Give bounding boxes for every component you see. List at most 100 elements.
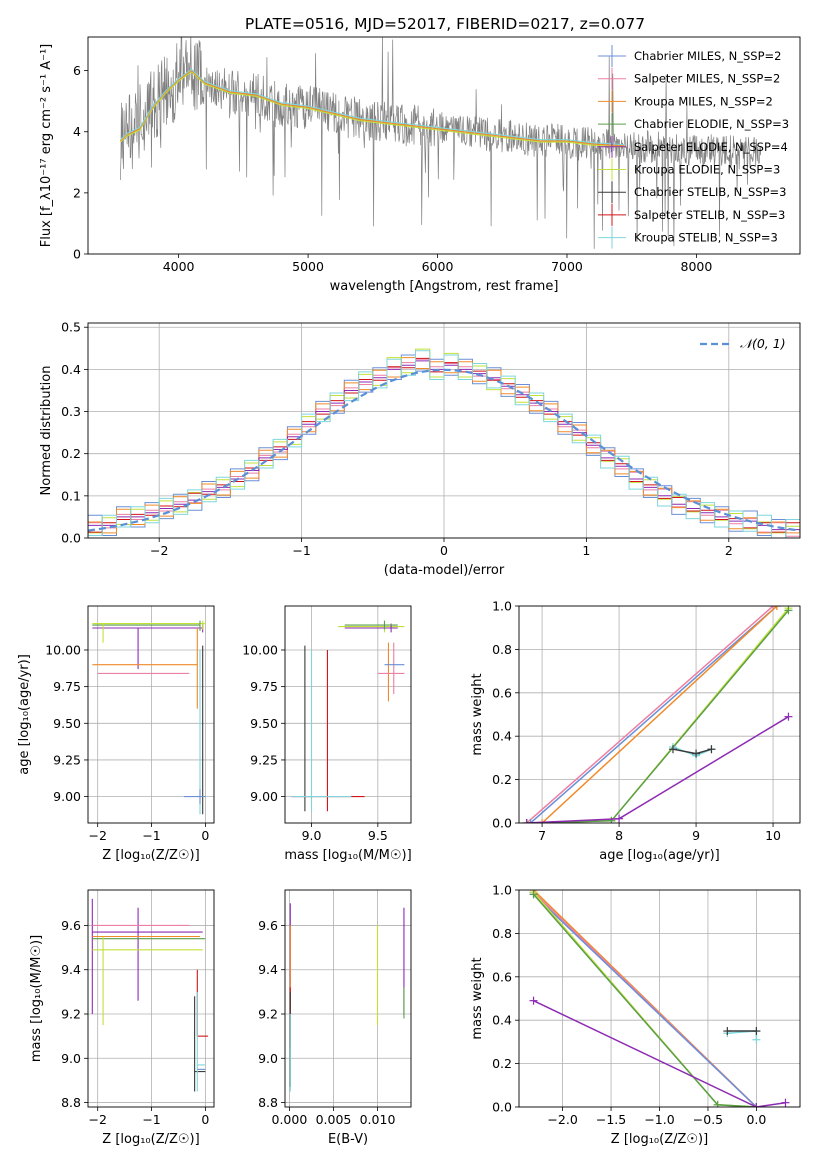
mass_weight_vs_Z-panel: −2.0 −1.5 −1.0 −0.5 0.0 0.0 0.2 0.4 0.6 0.8 1.0 Z [… bbox=[470, 883, 801, 1147]
age_vs_mass-ytick-label-4: 10.00 bbox=[242, 642, 278, 657]
mass_weight_vs_Z-xtick-label-1: −1.5 bbox=[596, 1112, 626, 1127]
spectrum-legend-label-3: Chabrier ELODIE, N_SSP=3 bbox=[634, 117, 789, 131]
mass_vs_ebv-xtick-label-1: 0.005 bbox=[316, 1112, 352, 1127]
mass_weight_vs_age-ytick-label-2: 0.4 bbox=[492, 729, 512, 744]
age_vs_mass-xtick-label-0: 9.0 bbox=[302, 828, 322, 843]
mass_weight_vs_age-ytick-label-0: 0.0 bbox=[492, 816, 512, 831]
spectrum-xtick-label-2: 6000 bbox=[422, 259, 454, 274]
mass_weight_vs_Z-ytick-label-1: 0.2 bbox=[492, 1056, 512, 1071]
mass_weight_vs_age-xtick-label-1: 8 bbox=[615, 828, 623, 843]
mass_vs_Z-xtick-label-2: 0 bbox=[201, 1112, 209, 1127]
mass_weight_vs_Z-ylabel: mass weight bbox=[470, 957, 485, 1039]
mass_vs_Z-xlabel: Z [log₁₀(Z/Z☉)] bbox=[102, 1132, 199, 1147]
spectrum-ytick-label-1: 2 bbox=[73, 185, 81, 200]
age_vs_Z-ytick-label-0: 9.00 bbox=[53, 789, 81, 804]
residuals-xtick-label-4: 2 bbox=[725, 543, 733, 558]
spectrum-legend-label-4: Salpeter ELODIE, N_SSP=4 bbox=[634, 140, 788, 154]
mass_weight_vs_age-ytick-label-1: 0.2 bbox=[492, 772, 512, 787]
spectrum-legend-label-6: Chabrier STELIB, N_SSP=3 bbox=[634, 185, 786, 199]
mass_vs_Z-ytick-label-1: 9.0 bbox=[61, 1051, 81, 1066]
mass_weight_vs_age-ytick-label-4: 0.8 bbox=[492, 642, 512, 657]
spectrum-legend-label-5: Kroupa ELODIE, N_SSP=3 bbox=[634, 163, 780, 177]
residuals-panel: −2 −1 0 1 2 0.0 0.1 0.2 0.3 0.4 0.5 (data-model)/er… bbox=[39, 320, 801, 578]
spectrum-model-kroupa_stelib bbox=[120, 68, 625, 146]
spectrum-ylabel: Flux [f_λ10⁻¹⁷ erg cm⁻² s⁻¹ A⁻¹] bbox=[39, 44, 54, 248]
mass_vs_Z-xtick-label-1: −1 bbox=[142, 1112, 160, 1127]
mass_vs_ebv-ytick-label-1: 9.0 bbox=[258, 1051, 278, 1066]
mass_weight_vs_Z-ytick-label-5: 1.0 bbox=[492, 883, 512, 898]
mass_weight_vs_age-frame bbox=[518, 605, 801, 824]
mass_vs_Z-frame bbox=[87, 889, 215, 1108]
mass_weight_vs_age-xtick-label-3: 10 bbox=[765, 828, 781, 843]
residuals-legend-label: 𝒩(0, 1) bbox=[740, 336, 786, 351]
spectrum-legend-label-2: Kroupa MILES, N_SSP=2 bbox=[634, 94, 773, 108]
mass_vs_Z-ytick-label-4: 9.6 bbox=[61, 918, 81, 933]
residuals-xtick-label-3: 1 bbox=[582, 543, 590, 558]
age_vs_Z-xtick-label-0: −2 bbox=[88, 828, 106, 843]
spectrum-xtick-label-0: 4000 bbox=[163, 259, 195, 274]
mass_vs_ebv-ytick-label-2: 9.2 bbox=[258, 1007, 278, 1022]
mass_weight_vs_age-ylabel: mass weight bbox=[470, 673, 485, 755]
mass_weight_vs_age-line-0 bbox=[526, 606, 774, 823]
age_vs_mass-ytick-label-2: 9.50 bbox=[250, 716, 278, 731]
figure-title: PLATE=0516, MJD=52017, FIBERID=0217, z=0… bbox=[245, 15, 645, 33]
mass_vs_Z-ytick-label-0: 8.8 bbox=[61, 1095, 81, 1110]
spectrum-xtick-label-1: 5000 bbox=[292, 259, 324, 274]
mass_weight_vs_Z-frame bbox=[518, 889, 801, 1108]
mass_vs_Z-panel: −2 −1 0 8.8 9.0 9.2 9.4 9.6 Z [log₁₀(Z/Z☉)] mass … bbox=[29, 889, 215, 1147]
mass_vs_ebv-xlabel: E(B-V) bbox=[328, 1132, 368, 1147]
mass_weight_vs_Z-xtick-label-4: 0.0 bbox=[746, 1112, 766, 1127]
mass_weight_vs_age-line-1 bbox=[530, 606, 778, 823]
age_vs_mass-ytick-label-0: 9.00 bbox=[250, 789, 278, 804]
spectrum-xtick-label-4: 8000 bbox=[681, 259, 713, 274]
spectrum-legend-label-7: Salpeter STELIB, N_SSP=3 bbox=[634, 208, 785, 222]
mass_vs_ebv-frame bbox=[284, 889, 412, 1108]
mass_vs_Z-ytick-label-2: 9.2 bbox=[61, 1007, 81, 1022]
mass_weight_vs_Z-xtick-label-2: −1.0 bbox=[644, 1112, 674, 1127]
residuals-ytick-label-0: 0.0 bbox=[61, 531, 81, 546]
mass_vs_Z-ytick-label-3: 9.4 bbox=[61, 962, 81, 977]
mass_weight_vs_Z-plot-area bbox=[519, 890, 800, 1107]
age_vs_Z-ytick-label-4: 10.00 bbox=[45, 642, 81, 657]
residuals-ytick-label-5: 0.5 bbox=[61, 320, 81, 335]
age_vs_mass-panel: 9.0 9.5 9.00 9.25 9.50 9.75 10.00 mass [log₁₀(M… bbox=[242, 605, 412, 863]
spectrum-model-kroupa_elodie bbox=[120, 71, 625, 148]
residuals-xlabel: (data-model)/error bbox=[384, 563, 505, 578]
mass_vs_ebv-xtick-label-2: 0.010 bbox=[360, 1112, 396, 1127]
mass_weight_vs_Z-ytick-label-4: 0.8 bbox=[492, 926, 512, 941]
spectrum-frame bbox=[87, 36, 801, 255]
mass_weight_vs_age-plot-area bbox=[519, 606, 800, 823]
residuals-ytick-label-2: 0.2 bbox=[61, 446, 81, 461]
mass_weight_vs_age-ytick-label-5: 1.0 bbox=[492, 599, 512, 614]
mass_weight_vs_age-xlabel: age [log₁₀(age/yr)] bbox=[599, 848, 720, 863]
residuals-ytick-label-1: 0.1 bbox=[61, 488, 81, 503]
age_vs_mass-xtick-label-1: 9.5 bbox=[368, 828, 388, 843]
mass_weight_vs_Z-line-5 bbox=[533, 1000, 786, 1107]
mass_weight_vs_age-panel: 7 8 9 10 0.0 0.2 0.4 0.6 0.8 1.0 age [log₁₀(age/yr… bbox=[470, 599, 801, 863]
age_vs_Z-plot-area bbox=[88, 606, 214, 823]
mass_weight_vs_age-xtick-label-2: 9 bbox=[692, 828, 700, 843]
age_vs_mass-frame bbox=[284, 605, 412, 824]
residuals-frame bbox=[87, 322, 801, 539]
spectrum-ytick-label-0: 0 bbox=[73, 247, 81, 262]
mass_weight_vs_Z-ytick-label-2: 0.4 bbox=[492, 1013, 512, 1028]
age_vs_Z-ytick-label-1: 9.25 bbox=[53, 752, 81, 767]
residuals-plot-area bbox=[88, 323, 800, 538]
spectrum-xlabel: wavelength [Angstrom, rest frame] bbox=[330, 279, 559, 294]
age_vs_Z-ylabel: age [log₁₀(age/yr)] bbox=[17, 654, 32, 775]
mass_weight_vs_Z-xtick-label-3: −0.5 bbox=[693, 1112, 723, 1127]
mass_vs_Z-ylabel: mass [log₁₀(M/M☉)] bbox=[29, 935, 44, 1062]
residuals-ylabel: Normed distribution bbox=[39, 366, 54, 496]
residuals-ytick-label-3: 0.3 bbox=[61, 404, 81, 419]
mass_vs_Z-plot-area bbox=[88, 890, 214, 1107]
residuals-xtick-label-0: −2 bbox=[150, 543, 168, 558]
residuals-xtick-label-1: −1 bbox=[292, 543, 310, 558]
mass_vs_ebv-ytick-label-0: 8.8 bbox=[258, 1095, 278, 1110]
mass_weight_vs_Z-ytick-label-0: 0.0 bbox=[492, 1100, 512, 1115]
spectrum-ytick-label-3: 6 bbox=[73, 63, 81, 78]
mass_weight_vs_Z-line-2 bbox=[532, 893, 757, 1107]
age_vs_mass-ytick-label-3: 9.75 bbox=[250, 679, 278, 694]
